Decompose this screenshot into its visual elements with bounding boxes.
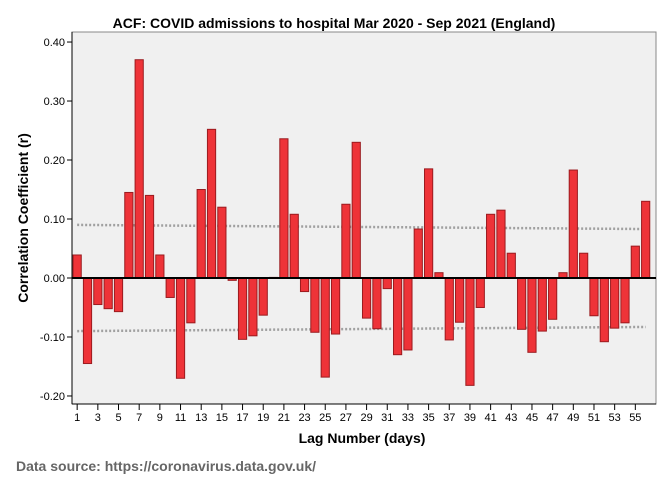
y-tick-label: 0.00 — [44, 273, 65, 285]
confidence-limits — [77, 223, 646, 333]
bar-lag-39 — [465, 277, 475, 386]
bar-lag-51 — [589, 277, 599, 317]
y-tick-label: 0.10 — [44, 214, 65, 226]
bar-lag-4 — [103, 277, 113, 310]
x-tick-label: 55 — [629, 412, 641, 424]
y-axis-label: Correlation Coefficient (r) — [15, 133, 31, 303]
y-tick-label: 0.20 — [44, 155, 65, 167]
x-tick-label: 49 — [567, 412, 579, 424]
x-tick-label: 35 — [422, 412, 434, 424]
bar-lag-43 — [506, 252, 516, 279]
x-tick-label: 17 — [236, 412, 248, 424]
x-tick-label: 41 — [484, 412, 496, 424]
bar-lag-8 — [144, 194, 155, 279]
bar-lag-18 — [248, 277, 258, 337]
bar-lag-55 — [630, 245, 640, 279]
x-tick-label: 23 — [298, 412, 310, 424]
bar-lag-1 — [72, 254, 82, 279]
lower-confidence-limit — [77, 325, 646, 333]
bar-lag-5 — [113, 277, 124, 313]
x-tick-label: 21 — [278, 412, 290, 424]
bar-lag-30 — [372, 277, 382, 330]
x-tick-label: 29 — [360, 412, 372, 424]
bar-lag-28 — [351, 141, 361, 279]
x-tick-label: 37 — [443, 412, 455, 424]
bar-lag-3 — [93, 277, 103, 306]
x-tick-label: 31 — [381, 412, 393, 424]
bar-lag-52 — [599, 277, 609, 343]
bar-lag-53 — [610, 277, 620, 329]
x-tick-label: 27 — [340, 412, 352, 424]
x-tick-label: 1 — [74, 412, 80, 424]
x-tick-label: 7 — [136, 412, 142, 424]
x-tick-label: 13 — [195, 412, 207, 424]
bar-lag-31 — [382, 277, 392, 290]
bar-lag-38 — [455, 277, 465, 323]
bar-lag-27 — [341, 203, 351, 279]
bar-lag-32 — [392, 277, 403, 356]
bar-lag-41 — [486, 213, 496, 279]
bar-lag-6 — [124, 191, 134, 279]
bar-lag-37 — [444, 277, 454, 341]
plot-area — [71, 31, 657, 405]
bar-lag-44 — [517, 277, 527, 330]
x-axis-label: Lag Number (days) — [299, 430, 426, 446]
y-axis: -0.20 -0.10 0.00 0.10 0.20 0.30 0.40 — [40, 32, 73, 404]
x-tick-label: 19 — [257, 412, 269, 424]
bar-lag-33 — [403, 277, 413, 351]
bar-lag-45 — [527, 277, 537, 353]
x-tick-label: 47 — [547, 412, 559, 424]
bar-lag-49 — [568, 169, 578, 279]
x-tick-label: 15 — [216, 412, 228, 424]
bar-lag-54 — [620, 277, 630, 324]
bar-lag-56 — [641, 200, 651, 279]
bar-lag-46 — [537, 277, 547, 332]
bar-lag-13 — [196, 189, 206, 279]
bar-lag-14 — [206, 128, 217, 279]
bar-lag-34 — [413, 228, 423, 279]
bar-lag-19 — [258, 277, 268, 316]
x-tick-label: 3 — [95, 412, 101, 424]
bar-lag-42 — [496, 209, 506, 279]
bar-lag-10 — [165, 277, 175, 298]
bar-lag-47 — [548, 277, 558, 320]
bar-lag-25 — [320, 277, 330, 378]
x-tick-label: 53 — [609, 412, 621, 424]
bar-lag-24 — [310, 277, 320, 333]
y-tick-label: 0.30 — [44, 96, 65, 108]
y-tick-label: 0.40 — [44, 37, 65, 49]
bar-lag-23 — [299, 277, 310, 293]
bar-lag-15 — [217, 206, 227, 279]
bar-lag-2 — [82, 277, 93, 365]
y-tick-label: -0.10 — [40, 332, 65, 344]
bar-lag-29 — [361, 277, 372, 319]
bar-lag-50 — [579, 252, 589, 279]
bar-lag-22 — [289, 213, 299, 279]
chart-title: ACF: COVID admissions to hospital Mar 20… — [113, 15, 556, 31]
bar-lag-26 — [330, 277, 341, 335]
bar-lag-17 — [237, 277, 248, 340]
bar-lag-9 — [155, 254, 165, 279]
data-source-note: Data source: https://coronavirus.data.go… — [16, 458, 317, 474]
bar-lag-35 — [424, 168, 434, 279]
x-tick-label: 9 — [157, 412, 163, 424]
bar-lag-40 — [475, 277, 485, 308]
x-axis: 1 3 5 7 9 11 13 15 17 19 21 23 25 27 29 31 33 35 37 39 41 43 4… — [72, 403, 656, 424]
bar-lag-21 — [279, 138, 289, 279]
upper-confidence-limit — [77, 223, 646, 231]
x-tick-label: 25 — [319, 412, 331, 424]
x-tick-label: 39 — [464, 412, 476, 424]
bar-lag-12 — [186, 277, 196, 324]
y-tick-label: -0.20 — [40, 391, 65, 403]
x-tick-label: 11 — [175, 412, 186, 424]
x-tick-label: 51 — [588, 412, 600, 424]
x-tick-label: 45 — [526, 412, 538, 424]
x-tick-label: 43 — [505, 412, 517, 424]
x-tick-label: 5 — [115, 412, 121, 424]
bar-lag-11 — [175, 277, 186, 379]
bar-lag-7 — [134, 59, 144, 279]
x-tick-label: 33 — [402, 412, 414, 424]
